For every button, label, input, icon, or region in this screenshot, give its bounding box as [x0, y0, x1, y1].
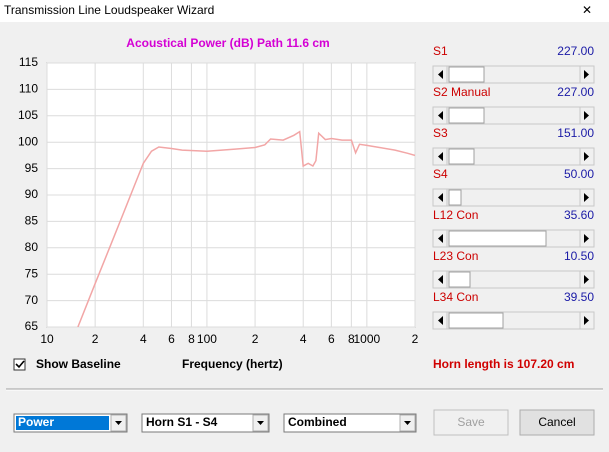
- checkbox[interactable]: [13, 358, 26, 371]
- x-axis-label: Frequency (hertz): [182, 357, 283, 371]
- arrow-left: [438, 316, 443, 325]
- slider-value: 227.00: [557, 44, 594, 58]
- close-button[interactable]: ✕: [582, 3, 592, 17]
- chart-title: Acoustical Power (dB) Path 11.6 cm: [126, 36, 329, 50]
- slider-value: 39.50: [564, 290, 594, 304]
- x-tick-label: 8: [188, 332, 195, 346]
- y-tick-label: 115: [19, 55, 38, 69]
- y-tick-label: 70: [25, 293, 39, 307]
- slider-label: S3: [433, 126, 448, 140]
- arrow-right: [584, 193, 589, 202]
- dropdown-selection: [16, 416, 109, 430]
- x-tick-label: 2: [252, 332, 259, 346]
- arrow-left: [438, 275, 443, 284]
- slider-label: S2 Manual: [433, 85, 490, 99]
- x-tick-label: 10: [40, 332, 54, 346]
- arrow-left: [438, 193, 443, 202]
- x-tick-label: 4: [300, 332, 307, 346]
- slider-label: L12 Con: [433, 208, 478, 222]
- slider-thumb[interactable]: [448, 230, 547, 247]
- arrow-right: [584, 111, 589, 120]
- arrow-right: [584, 316, 589, 325]
- slider-thumb[interactable]: [448, 189, 462, 206]
- slider-label: L34 Con: [433, 290, 478, 304]
- y-tick-label: 110: [19, 82, 38, 96]
- arrow-right: [584, 275, 589, 284]
- slider-value: 227.00: [557, 85, 594, 99]
- arrow-left: [438, 70, 443, 79]
- slider-value: 151.00: [557, 126, 594, 140]
- arrow-right: [584, 152, 589, 161]
- x-tick-label: 1000: [354, 332, 381, 346]
- y-tick-label: 65: [25, 319, 39, 333]
- baseline-label[interactable]: Show Baseline: [36, 357, 121, 371]
- dropdown-arrow: [115, 421, 122, 425]
- x-tick-label: 4: [140, 332, 147, 346]
- slider-thumb[interactable]: [448, 66, 485, 83]
- slider-value: 10.50: [564, 249, 594, 263]
- dropdown-text: Power: [18, 415, 54, 429]
- save-button[interactable]: [433, 409, 509, 436]
- slider-value: 50.00: [564, 167, 594, 181]
- dropdown[interactable]: [283, 413, 417, 433]
- x-tick-label: 2: [412, 332, 419, 346]
- series-line: [77, 130, 415, 327]
- cancel-button[interactable]: [519, 409, 595, 436]
- y-tick-label: 75: [25, 266, 39, 280]
- arrow-left: [438, 111, 443, 120]
- x-tick-label: 2: [92, 332, 99, 346]
- x-tick-label: 6: [168, 332, 175, 346]
- dropdown-arrow: [404, 421, 411, 425]
- y-tick-label: 90: [25, 187, 39, 201]
- slider-value: 35.60: [564, 208, 594, 222]
- slider-thumb[interactable]: [448, 148, 475, 165]
- arrow-left: [438, 234, 443, 243]
- y-tick-label: 105: [18, 108, 38, 122]
- slider-label: S1: [433, 44, 448, 58]
- y-tick-label: 80: [25, 240, 39, 254]
- check-mark: [15, 360, 25, 369]
- cancel-label: Cancel: [538, 415, 575, 429]
- y-tick-label: 95: [25, 161, 39, 175]
- x-tick-label: 6: [328, 332, 335, 346]
- window-title: Transmission Line Loudspeaker Wizard: [4, 3, 214, 17]
- dropdown-text: Horn S1 - S4: [146, 415, 218, 429]
- x-tick-label: 8: [348, 332, 355, 346]
- slider-thumb[interactable]: [448, 107, 485, 124]
- slider-thumb[interactable]: [448, 312, 504, 329]
- horn-length: Horn length is 107.20 cm: [433, 357, 574, 371]
- dropdown-arrow: [257, 421, 264, 425]
- arrow-right: [584, 234, 589, 243]
- title-bar: [0, 0, 609, 22]
- y-tick-label: 100: [18, 134, 38, 148]
- y-tick-label: 85: [25, 214, 39, 228]
- x-tick-label: 100: [197, 332, 217, 346]
- dropdown-text: Combined: [288, 415, 347, 429]
- save-label: Save: [457, 415, 485, 429]
- slider-thumb[interactable]: [448, 271, 471, 288]
- arrow-left: [438, 152, 443, 161]
- arrow-right: [584, 70, 589, 79]
- slider-label: S4: [433, 167, 448, 181]
- dropdown[interactable]: [141, 413, 270, 433]
- slider-label: L23 Con: [433, 249, 478, 263]
